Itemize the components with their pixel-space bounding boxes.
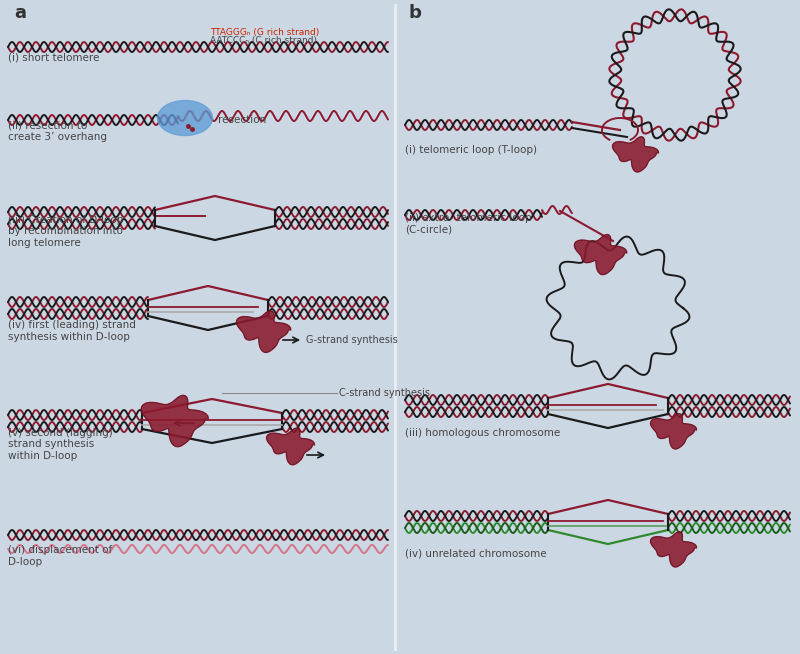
Text: (iv) unrelated chromosome: (iv) unrelated chromosome (405, 548, 546, 558)
Polygon shape (141, 395, 208, 447)
Ellipse shape (158, 101, 213, 135)
Polygon shape (650, 532, 697, 567)
Polygon shape (574, 235, 627, 275)
Polygon shape (650, 414, 697, 449)
Text: (v) second (lagging)
strand synthesis
within D-loop: (v) second (lagging) strand synthesis wi… (8, 428, 113, 461)
Text: AATCCCₙ (C rich strand): AATCCCₙ (C rich strand) (210, 36, 317, 45)
Text: (iii) Creation of D-loop
by recombination into
long telomere: (iii) Creation of D-loop by recombinatio… (8, 215, 123, 248)
Polygon shape (266, 428, 314, 465)
Text: (iii) homologous chromosome: (iii) homologous chromosome (405, 428, 560, 438)
Text: resection: resection (218, 115, 266, 125)
Text: (ii) resection to
create 3’ overhang: (ii) resection to create 3’ overhang (8, 120, 107, 142)
Text: a: a (14, 4, 26, 22)
Text: (vi) displacement of
D-loop: (vi) displacement of D-loop (8, 545, 112, 567)
Text: (ii) extra- telomeric loop
(C-circle): (ii) extra- telomeric loop (C-circle) (405, 213, 532, 235)
Polygon shape (613, 137, 658, 172)
Text: (i) telomeric loop (T-loop): (i) telomeric loop (T-loop) (405, 145, 537, 155)
Text: TTAGGGₙ (G rich strand): TTAGGGₙ (G rich strand) (210, 28, 319, 37)
Text: C-strand synthesis: C-strand synthesis (339, 388, 430, 398)
Text: (i) short telomere: (i) short telomere (8, 53, 99, 63)
Text: (iv) first (leading) strand
synthesis within D-loop: (iv) first (leading) strand synthesis wi… (8, 320, 136, 342)
Polygon shape (236, 311, 291, 353)
Text: b: b (408, 4, 421, 22)
Text: G-strand synthesis: G-strand synthesis (306, 335, 398, 345)
